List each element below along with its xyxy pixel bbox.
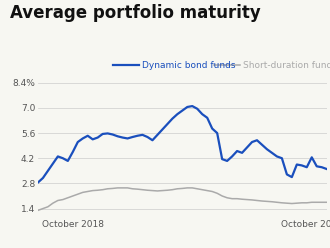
Text: Short-duration funds: Short-duration funds: [243, 61, 330, 70]
Text: Average portfolio maturity: Average portfolio maturity: [10, 4, 261, 22]
Text: Dynamic bond funds: Dynamic bond funds: [142, 61, 235, 70]
